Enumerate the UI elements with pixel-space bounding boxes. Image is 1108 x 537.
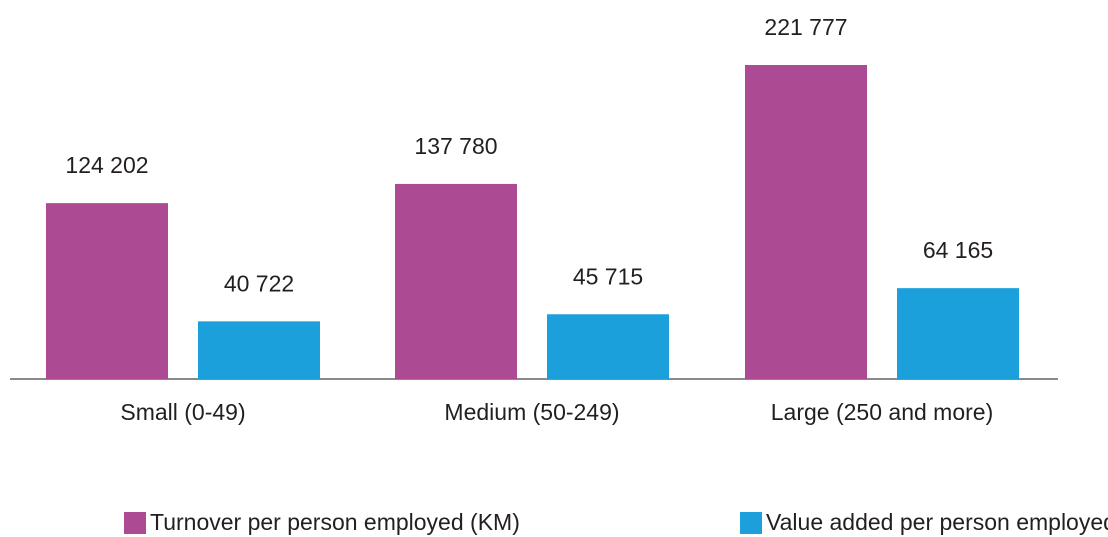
data-label: 45 715: [573, 263, 643, 289]
data-label: 64 165: [923, 237, 993, 263]
x-tick-label: Large (250 and more): [771, 399, 993, 425]
bar: [745, 65, 867, 379]
legend-swatch: [124, 512, 146, 534]
bar: [198, 321, 320, 379]
legend-label: Value added per person employed (KM): [766, 509, 1108, 535]
legend-label: Turnover per person employed (KM): [150, 509, 520, 535]
x-tick-label: Small (0-49): [120, 399, 245, 425]
bar: [897, 288, 1019, 379]
x-tick-label: Medium (50-249): [444, 399, 619, 425]
bar: [46, 203, 168, 379]
legend-swatch: [740, 512, 762, 534]
data-label: 221 777: [764, 14, 847, 40]
data-label: 137 780: [414, 133, 497, 159]
bar: [395, 183, 517, 379]
data-label: 40 722: [224, 270, 294, 296]
data-label: 124 202: [65, 152, 148, 178]
bar: [547, 314, 669, 379]
